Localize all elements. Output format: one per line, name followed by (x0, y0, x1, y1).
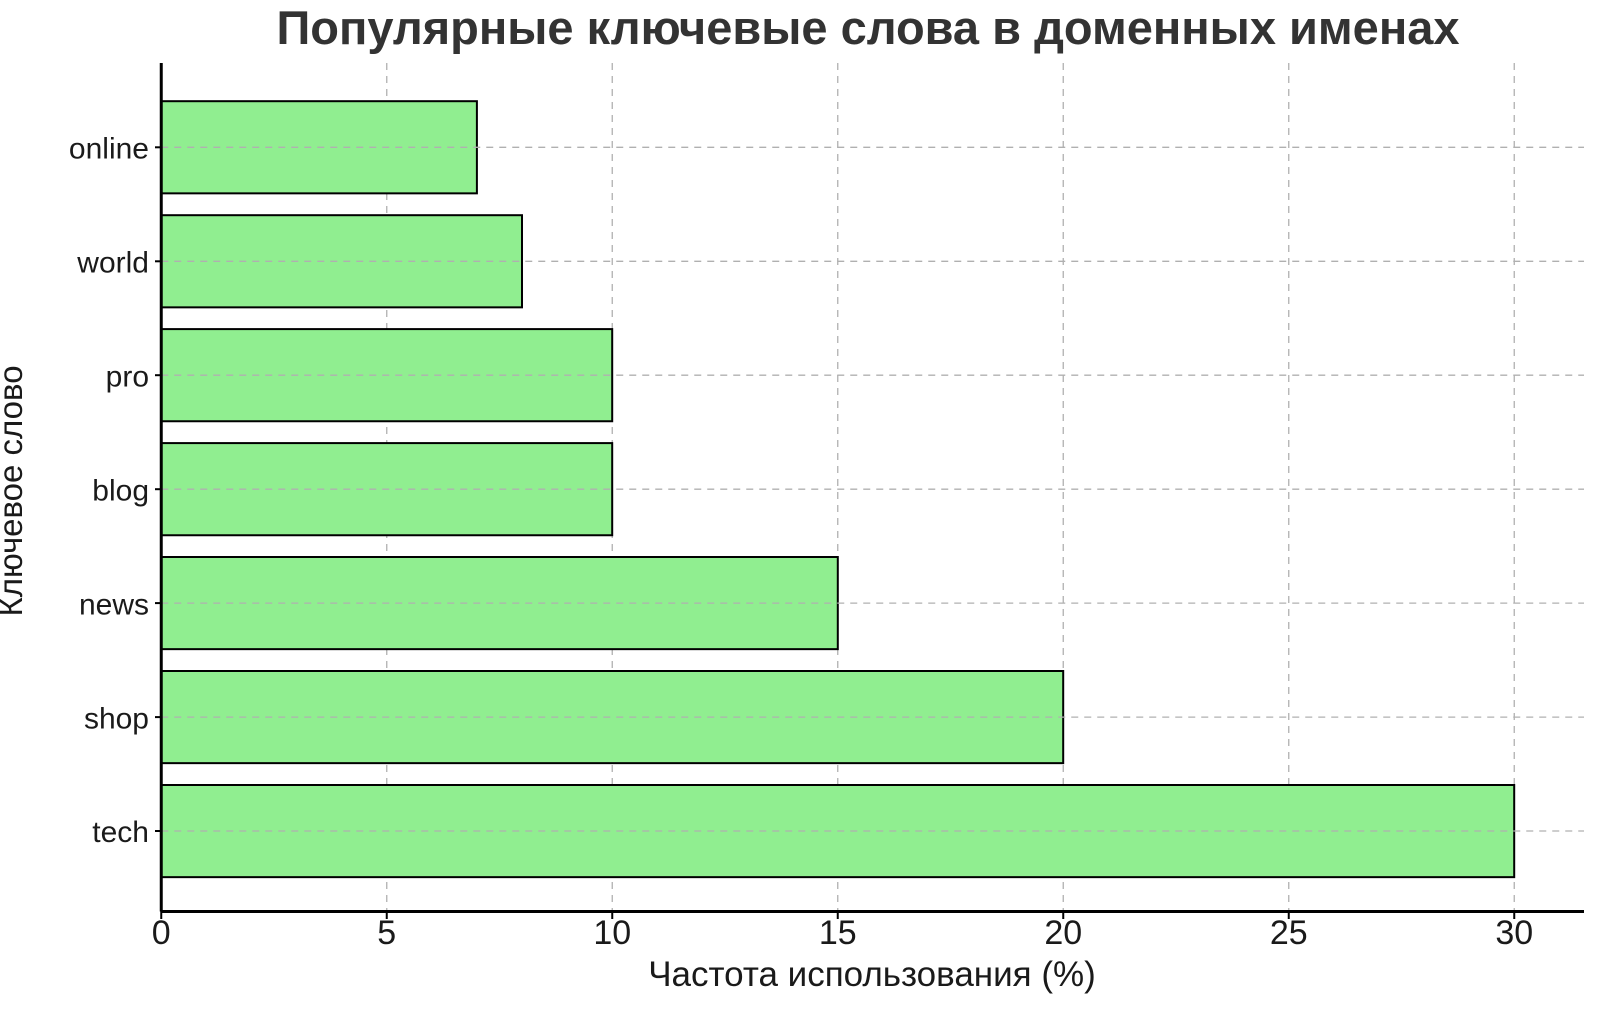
svg-text:shop: shop (84, 702, 149, 735)
svg-text:blog: blog (92, 474, 149, 507)
svg-text:5: 5 (377, 914, 396, 952)
svg-text:news: news (79, 588, 149, 621)
svg-text:0: 0 (152, 914, 171, 952)
svg-text:30: 30 (1495, 914, 1533, 952)
svg-text:Ключевое слово: Ключевое слово (0, 365, 29, 616)
svg-text:world: world (76, 247, 149, 280)
svg-text:20: 20 (1044, 914, 1082, 952)
svg-text:Частота использования (%): Частота использования (%) (648, 955, 1096, 994)
svg-text:10: 10 (593, 914, 631, 952)
svg-text:15: 15 (819, 914, 857, 952)
svg-text:25: 25 (1270, 914, 1308, 952)
svg-text:pro: pro (106, 360, 149, 393)
svg-text:Популярные ключевые слова в до: Популярные ключевые слова в доменных име… (277, 1, 1460, 54)
svg-text:tech: tech (92, 816, 149, 849)
svg-text:online: online (69, 133, 149, 166)
